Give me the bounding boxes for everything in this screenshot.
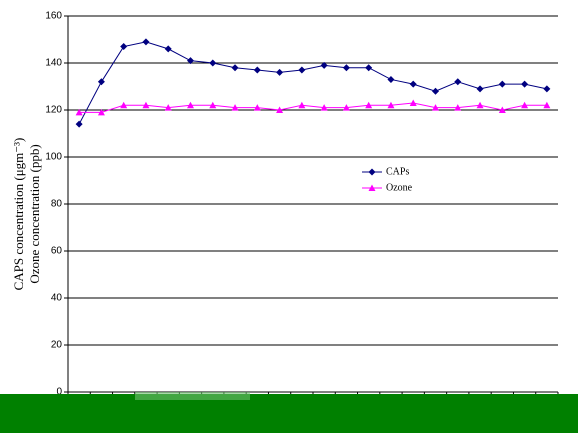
marker xyxy=(209,59,217,67)
marker xyxy=(97,78,105,86)
marker xyxy=(476,85,484,93)
marker xyxy=(142,101,150,109)
marker xyxy=(253,66,261,74)
legend-label: Ozone xyxy=(386,182,413,193)
marker xyxy=(409,99,417,106)
marker xyxy=(342,104,350,111)
marker xyxy=(120,101,128,109)
marker xyxy=(75,120,83,128)
y-tick-label: 100 xyxy=(45,152,62,163)
marker xyxy=(365,101,373,109)
marker xyxy=(320,61,328,69)
marker xyxy=(368,184,376,191)
marker xyxy=(253,104,261,111)
marker xyxy=(164,104,172,111)
footer-bar xyxy=(0,394,578,433)
marker xyxy=(543,101,551,109)
marker xyxy=(231,64,239,72)
marker xyxy=(432,87,439,95)
marker xyxy=(298,101,306,109)
y-tick-label: 140 xyxy=(45,58,62,69)
marker xyxy=(521,80,529,88)
y-tick-label: 40 xyxy=(51,293,63,304)
y-axis-label: CAPS concentration (μgm⁻³) xyxy=(11,138,26,291)
marker xyxy=(387,75,395,83)
y-tick-label: 0 xyxy=(56,387,62,398)
marker xyxy=(97,108,105,116)
marker xyxy=(365,64,373,72)
marker xyxy=(387,101,395,109)
marker xyxy=(521,101,529,109)
marker xyxy=(209,101,217,109)
marker xyxy=(476,101,484,109)
marker xyxy=(498,80,506,88)
y-tick-label: 80 xyxy=(51,199,63,210)
marker xyxy=(543,85,551,93)
marker xyxy=(409,80,417,88)
y-tick-label: 160 xyxy=(45,11,62,22)
marker xyxy=(75,108,83,116)
footer-highlight xyxy=(135,392,250,400)
marker xyxy=(142,38,150,46)
marker xyxy=(432,104,439,111)
marker xyxy=(498,106,506,113)
marker xyxy=(454,104,462,111)
marker xyxy=(120,43,128,51)
marker xyxy=(276,106,284,113)
y-tick-label: 120 xyxy=(45,105,62,116)
series-line xyxy=(78,41,547,125)
series-line xyxy=(79,102,547,113)
marker xyxy=(187,57,194,65)
marker xyxy=(231,104,239,111)
marker xyxy=(368,168,376,176)
marker xyxy=(164,45,172,53)
legend-label: CAPs xyxy=(386,166,409,177)
marker xyxy=(342,64,350,72)
marker xyxy=(187,101,194,109)
marker xyxy=(454,78,462,86)
marker xyxy=(276,68,284,76)
marker xyxy=(320,104,328,111)
marker xyxy=(298,66,306,74)
y-tick-label: 60 xyxy=(51,246,63,257)
y-axis-label: Ozone concentration (ppb) xyxy=(27,144,42,283)
y-tick-label: 20 xyxy=(51,340,63,351)
